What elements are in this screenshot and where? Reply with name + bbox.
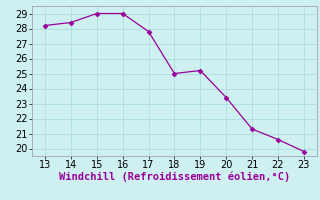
X-axis label: Windchill (Refroidissement éolien,°C): Windchill (Refroidissement éolien,°C) [59, 172, 290, 182]
